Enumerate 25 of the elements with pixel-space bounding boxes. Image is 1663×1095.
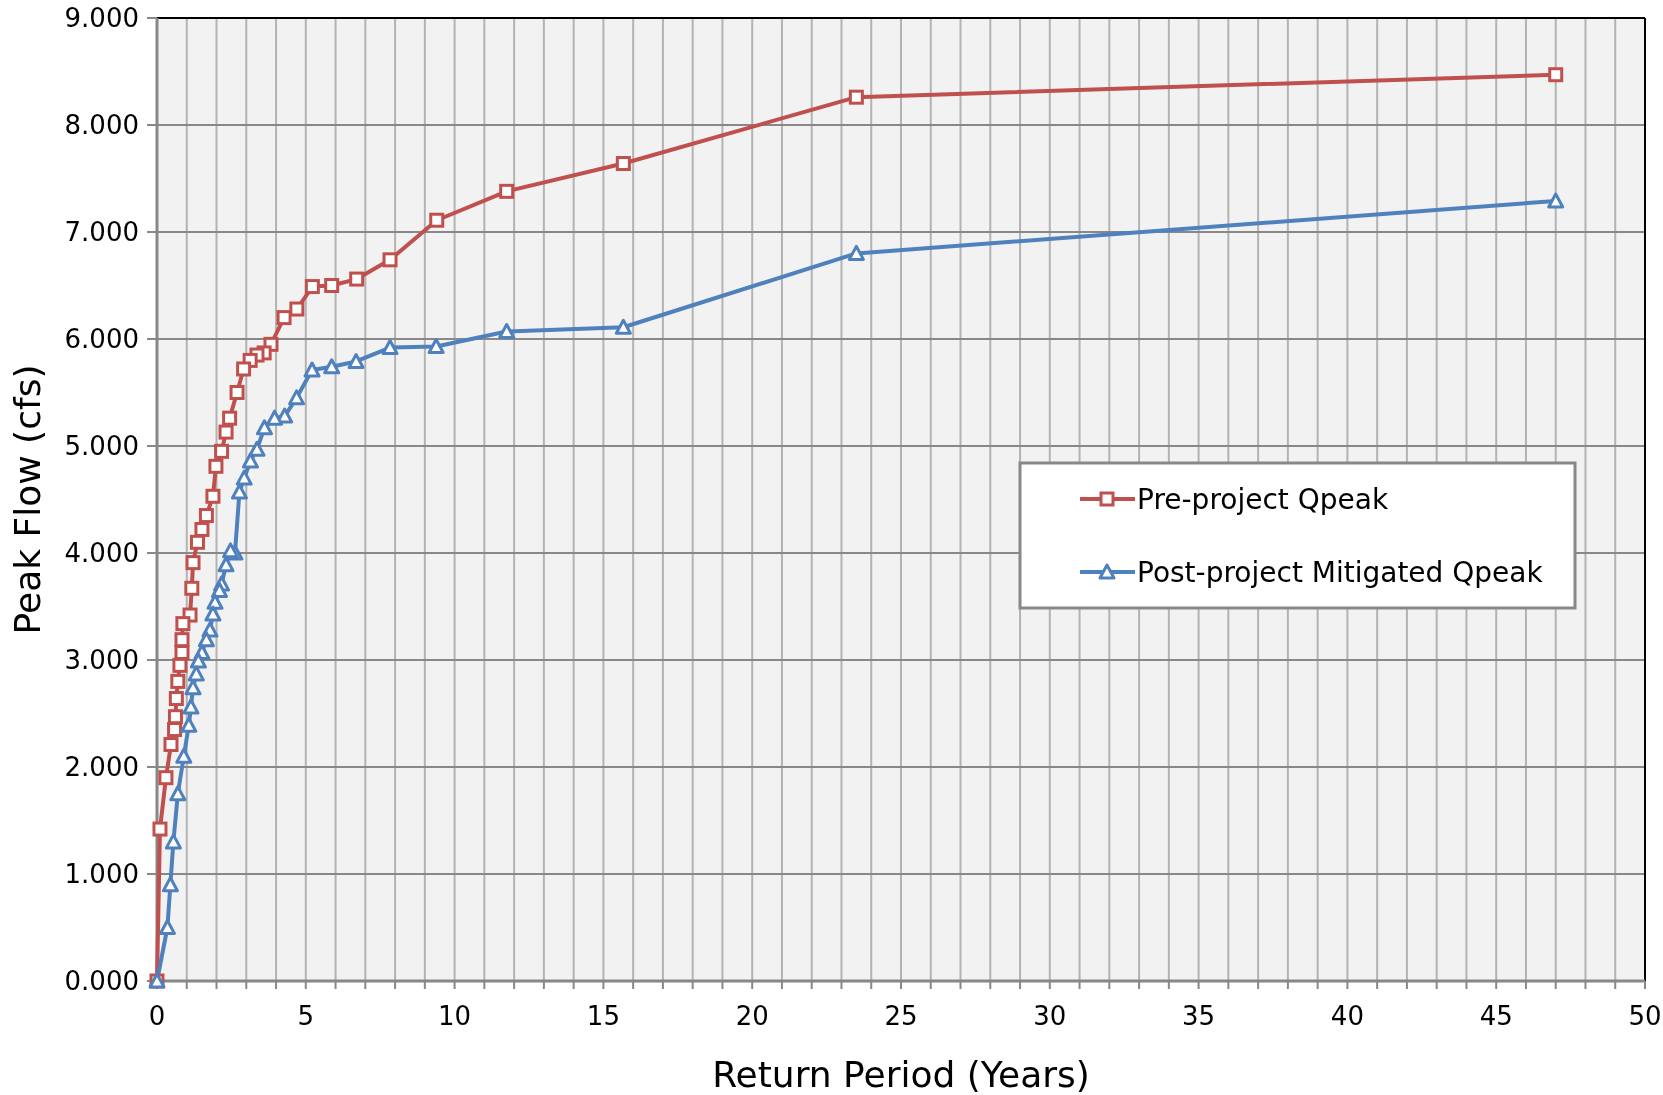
y-tick-label: 6.000 [64, 324, 139, 355]
y-tick-label: 2.000 [64, 752, 139, 783]
y-tick-label: 4.000 [64, 538, 139, 569]
legend-label: Post-project Mitigated Qpeak [1137, 555, 1544, 589]
x-tick-label: 35 [1182, 1001, 1216, 1031]
x-tick-label: 50 [1628, 1001, 1662, 1031]
x-tick-label: 0 [148, 1001, 166, 1031]
legend-label: Pre-project Qpeak [1137, 482, 1389, 516]
y-tick-label: 0.000 [64, 966, 139, 997]
y-tick-label: 1.000 [64, 859, 139, 890]
y-tick-label: 9.000 [64, 3, 139, 34]
y-tick-label: 3.000 [64, 645, 139, 676]
y-axis-title: Peak Flow (cfs) [7, 364, 48, 635]
x-tick-label: 30 [1033, 1001, 1067, 1031]
x-tick-label: 10 [438, 1001, 472, 1031]
y-tick-label: 7.000 [64, 217, 139, 248]
y-tick-label: 5.000 [64, 431, 139, 462]
x-tick-label: 15 [586, 1001, 620, 1031]
x-tick-label: 25 [884, 1001, 918, 1031]
x-tick-label: 40 [1330, 1001, 1364, 1031]
x-tick-label: 45 [1479, 1001, 1513, 1031]
x-tick-label: 5 [297, 1001, 315, 1031]
x-tick-label: 20 [735, 1001, 769, 1031]
x-axis-title: Return Period (Years) [712, 1054, 1090, 1095]
y-tick-label: 8.000 [64, 110, 139, 141]
